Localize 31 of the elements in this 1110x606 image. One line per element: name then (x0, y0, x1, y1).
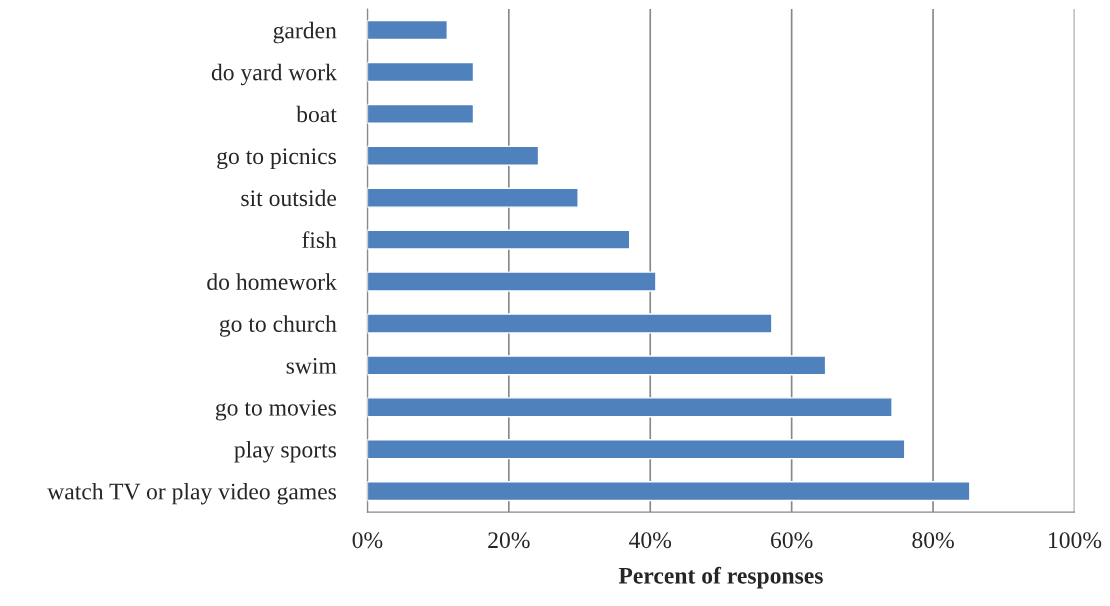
bar (367, 313, 773, 334)
y-tick-label: sit outside (241, 189, 337, 207)
bar (367, 229, 631, 250)
bar (367, 355, 827, 376)
bar (367, 271, 657, 292)
x-tick-label: 80% (912, 532, 954, 549)
y-tick-label: watch TV or play video games (47, 482, 336, 505)
y-tick-label: swim (286, 357, 337, 374)
x-tick-label: 100% (1049, 532, 1102, 549)
y-tick-label: go to movies (215, 399, 336, 421)
y-tick-label: do yard work (211, 63, 337, 86)
bar (367, 61, 475, 83)
bar (367, 145, 540, 166)
x-tick-label: 20% (488, 532, 530, 549)
bar (367, 187, 579, 208)
y-tick-label: do homework (207, 273, 337, 290)
y-tick-label: boat (296, 105, 337, 123)
y-tick-label: go to church (219, 315, 337, 337)
y-tick-label: play sports (234, 441, 336, 463)
bar (367, 439, 906, 460)
y-tick-label: go to picnics (217, 148, 336, 170)
x-tick-label: 60% (771, 532, 813, 549)
y-tick-label: garden (273, 21, 337, 44)
bar (367, 19, 449, 41)
bar (367, 397, 893, 418)
bar (367, 103, 475, 125)
bar (367, 480, 971, 502)
x-tick-label: 0% (352, 532, 383, 549)
x-axis-title: Percent of responses (618, 566, 823, 589)
y-tick-label: fish (302, 231, 337, 249)
x-tick-label: 40% (629, 532, 672, 549)
